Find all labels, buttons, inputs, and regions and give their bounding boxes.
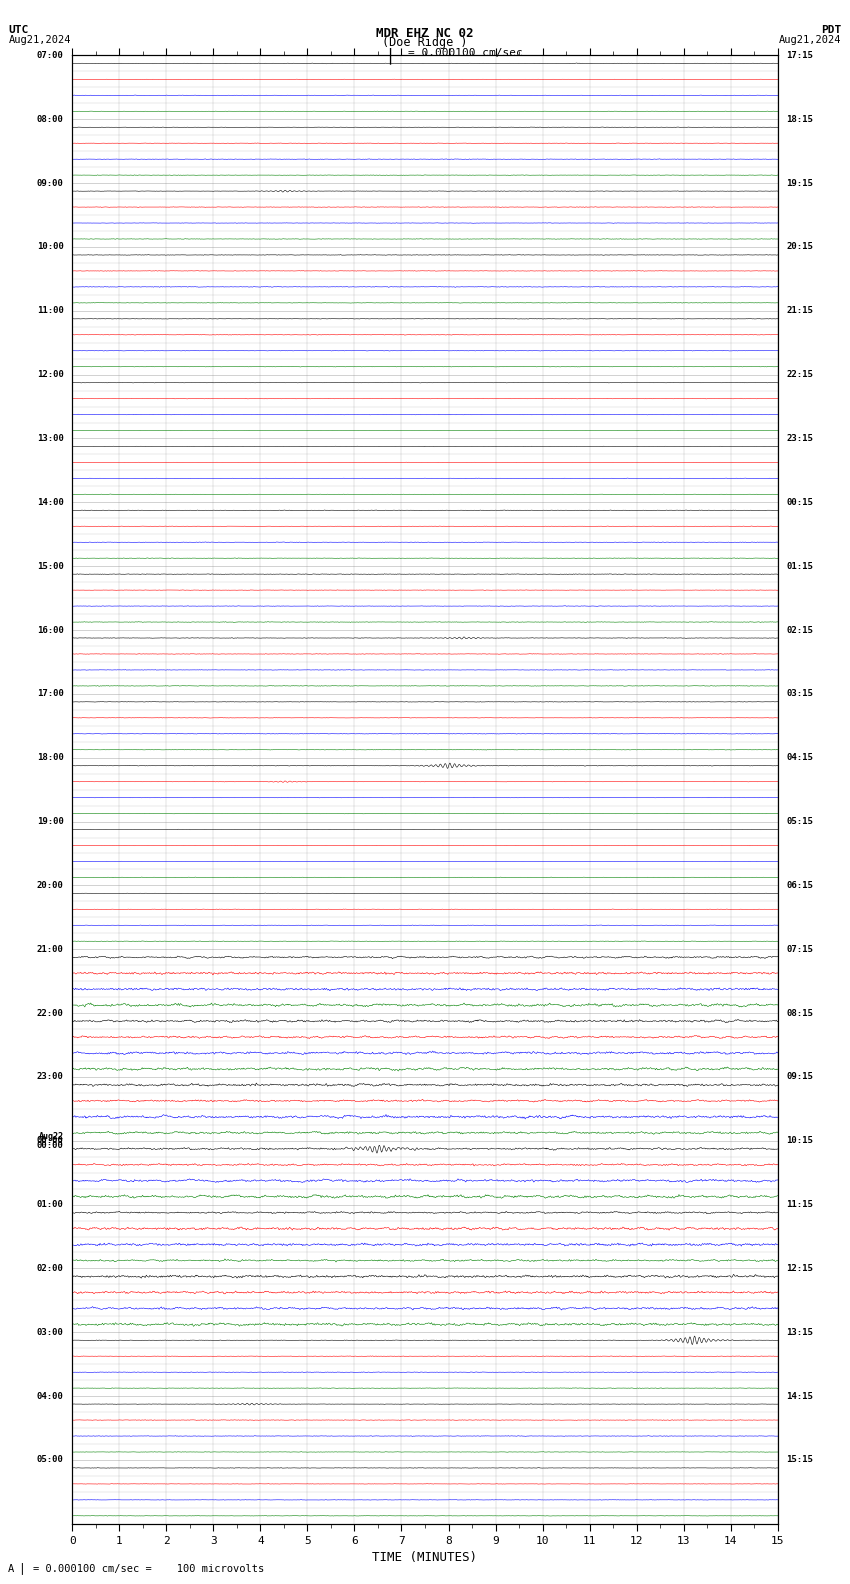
Text: 13:00: 13:00 xyxy=(37,434,64,444)
Text: = 0.000100 cm/sec: = 0.000100 cm/sec xyxy=(408,48,523,57)
Text: 00:00: 00:00 xyxy=(37,1136,64,1145)
Text: 19:15: 19:15 xyxy=(786,179,813,187)
Text: PDT: PDT xyxy=(821,25,842,35)
Text: (Doe Ridge ): (Doe Ridge ) xyxy=(382,36,468,49)
Text: 13:15: 13:15 xyxy=(786,1327,813,1337)
Text: 04:00: 04:00 xyxy=(37,1392,64,1400)
Text: 01:00: 01:00 xyxy=(37,1201,64,1209)
Text: Aug21,2024: Aug21,2024 xyxy=(779,35,842,44)
Text: 03:00: 03:00 xyxy=(37,1327,64,1337)
Text: 11:00: 11:00 xyxy=(37,306,64,315)
Text: 17:15: 17:15 xyxy=(786,51,813,60)
Text: 04:15: 04:15 xyxy=(786,754,813,762)
Text: 00:15: 00:15 xyxy=(786,497,813,507)
Text: 10:00: 10:00 xyxy=(37,242,64,252)
Text: 03:15: 03:15 xyxy=(786,689,813,699)
Text: 21:00: 21:00 xyxy=(37,944,64,954)
Text: 10:15: 10:15 xyxy=(786,1136,813,1145)
Text: 23:15: 23:15 xyxy=(786,434,813,444)
Text: 20:00: 20:00 xyxy=(37,881,64,890)
Text: 20:15: 20:15 xyxy=(786,242,813,252)
Text: 07:00: 07:00 xyxy=(37,51,64,60)
Text: UTC: UTC xyxy=(8,25,29,35)
Text: 08:00: 08:00 xyxy=(37,114,64,124)
Text: 14:00: 14:00 xyxy=(37,497,64,507)
Text: 21:15: 21:15 xyxy=(786,306,813,315)
Text: 05:00: 05:00 xyxy=(37,1456,64,1465)
Text: 22:15: 22:15 xyxy=(786,371,813,379)
Text: 07:15: 07:15 xyxy=(786,944,813,954)
Text: ⎢: ⎢ xyxy=(387,48,395,65)
Text: 14:15: 14:15 xyxy=(786,1392,813,1400)
Text: 09:00: 09:00 xyxy=(37,179,64,187)
Text: 06:15: 06:15 xyxy=(786,881,813,890)
Text: MDR EHZ NC 02: MDR EHZ NC 02 xyxy=(377,27,473,40)
Text: 16:00: 16:00 xyxy=(37,626,64,635)
Text: 22:00: 22:00 xyxy=(37,1009,64,1017)
Text: 00:00: 00:00 xyxy=(37,1140,64,1150)
Text: 01:15: 01:15 xyxy=(786,562,813,570)
Text: 02:00: 02:00 xyxy=(37,1264,64,1274)
Text: Aug22: Aug22 xyxy=(39,1131,64,1140)
Text: 19:00: 19:00 xyxy=(37,817,64,825)
Text: 18:15: 18:15 xyxy=(786,114,813,124)
Text: 12:00: 12:00 xyxy=(37,371,64,379)
Text: A ⎢ = 0.000100 cm/sec =    100 microvolts: A ⎢ = 0.000100 cm/sec = 100 microvolts xyxy=(8,1562,264,1574)
Text: 15:15: 15:15 xyxy=(786,1456,813,1465)
Text: 12:15: 12:15 xyxy=(786,1264,813,1274)
Text: 05:15: 05:15 xyxy=(786,817,813,825)
Text: 02:15: 02:15 xyxy=(786,626,813,635)
Text: 11:15: 11:15 xyxy=(786,1201,813,1209)
Text: 08:15: 08:15 xyxy=(786,1009,813,1017)
X-axis label: TIME (MINUTES): TIME (MINUTES) xyxy=(372,1551,478,1563)
Text: 09:15: 09:15 xyxy=(786,1072,813,1082)
Text: Aug21,2024: Aug21,2024 xyxy=(8,35,71,44)
Text: 15:00: 15:00 xyxy=(37,562,64,570)
Text: 17:00: 17:00 xyxy=(37,689,64,699)
Text: 18:00: 18:00 xyxy=(37,754,64,762)
Text: 23:00: 23:00 xyxy=(37,1072,64,1082)
